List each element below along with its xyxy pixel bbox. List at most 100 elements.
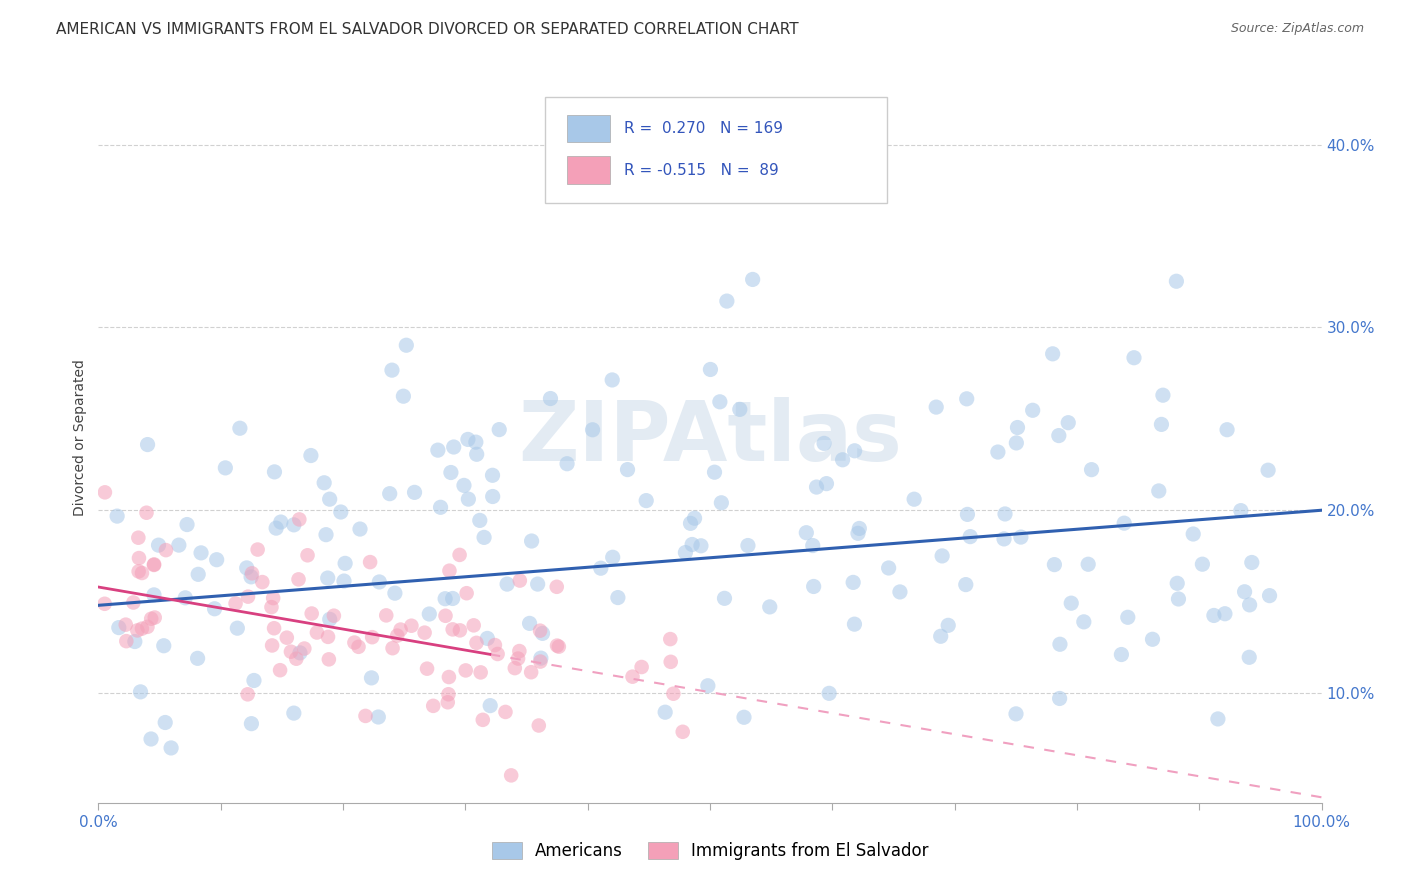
Point <box>301 607 323 621</box>
Point <box>531 626 554 640</box>
Point <box>1230 503 1253 517</box>
Point <box>659 655 682 669</box>
Point <box>848 521 870 535</box>
Point <box>143 610 166 624</box>
Point <box>243 673 266 688</box>
Point <box>205 552 228 566</box>
Point <box>141 612 163 626</box>
Point <box>280 645 302 659</box>
Point <box>472 530 495 544</box>
Point <box>1239 598 1261 612</box>
Point <box>252 575 274 590</box>
Point <box>1216 423 1239 437</box>
Point <box>546 639 568 653</box>
Point <box>204 601 226 615</box>
Point <box>167 538 190 552</box>
Point <box>240 566 263 581</box>
Point <box>683 511 706 525</box>
Point <box>1240 556 1263 570</box>
Point <box>389 623 412 637</box>
Point <box>710 496 733 510</box>
Point <box>136 437 159 451</box>
Point <box>285 651 308 665</box>
Point <box>630 660 652 674</box>
Point <box>547 640 569 654</box>
Point <box>1167 591 1189 606</box>
Point <box>381 363 404 377</box>
Point <box>1111 648 1133 662</box>
Point <box>1005 706 1028 721</box>
Point <box>1152 388 1174 402</box>
Point <box>316 630 339 644</box>
Point <box>606 591 628 605</box>
Point <box>481 468 503 483</box>
Point <box>1206 712 1229 726</box>
Point <box>741 272 763 286</box>
Point <box>263 465 285 479</box>
Point <box>139 731 162 746</box>
Point <box>426 443 449 458</box>
Point <box>392 389 415 403</box>
Point <box>127 531 149 545</box>
Point <box>440 466 463 480</box>
Point <box>484 638 506 652</box>
Point <box>737 539 759 553</box>
Point <box>333 574 356 588</box>
Point <box>122 595 145 609</box>
Point <box>359 555 381 569</box>
Point <box>128 565 150 579</box>
Point <box>519 616 541 631</box>
Point <box>495 705 517 719</box>
Point <box>457 433 479 447</box>
Point <box>877 561 900 575</box>
Point <box>354 709 377 723</box>
Point <box>1166 576 1188 591</box>
Point <box>236 687 259 701</box>
Point <box>903 492 925 507</box>
Point <box>240 570 263 584</box>
Point <box>1257 463 1279 477</box>
Point <box>441 591 464 606</box>
Point <box>349 522 371 536</box>
Point <box>124 634 146 648</box>
Point <box>1116 610 1139 624</box>
Point <box>343 635 366 649</box>
Point <box>794 525 817 540</box>
Point <box>143 558 166 572</box>
Point <box>404 485 426 500</box>
Point <box>1182 527 1205 541</box>
Point <box>367 710 389 724</box>
Point <box>1042 347 1064 361</box>
Point <box>136 620 159 634</box>
Point <box>1080 463 1102 477</box>
Point <box>270 515 292 529</box>
Point <box>299 449 322 463</box>
Point <box>1010 530 1032 544</box>
Point <box>1021 403 1043 417</box>
Point <box>333 557 356 571</box>
Point <box>803 579 825 593</box>
Point <box>931 549 953 563</box>
Point <box>1237 650 1260 665</box>
Point <box>315 527 337 541</box>
Point <box>844 443 866 458</box>
Point <box>546 580 568 594</box>
Point <box>128 551 150 566</box>
Point <box>959 530 981 544</box>
Point <box>155 543 177 558</box>
Point <box>153 715 176 730</box>
Point <box>1213 607 1236 621</box>
Point <box>508 644 530 658</box>
Point <box>929 629 952 643</box>
Point <box>672 724 695 739</box>
Point <box>530 651 553 665</box>
Point <box>602 550 624 565</box>
Point <box>520 665 543 680</box>
Point <box>226 621 249 635</box>
Point <box>679 516 702 531</box>
Point <box>131 566 153 580</box>
Point <box>263 621 285 635</box>
Point <box>276 631 298 645</box>
Point <box>176 517 198 532</box>
Point <box>422 698 444 713</box>
